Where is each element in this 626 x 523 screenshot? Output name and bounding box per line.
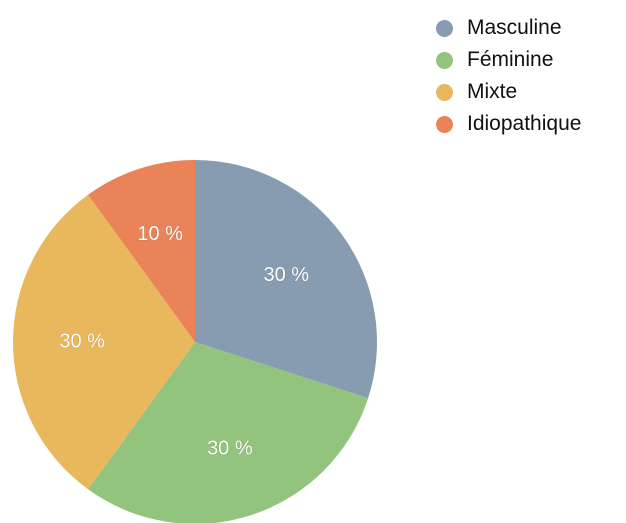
legend-item-mixte: Mixte (436, 76, 581, 108)
legend: Masculine Féminine Mixte Idiopathique (436, 12, 581, 140)
pie-slice-idiopathique (88, 160, 195, 342)
legend-swatch-masculine (436, 19, 453, 37)
slice-label-masculine: 30 % (263, 264, 309, 286)
legend-swatch-feminine (436, 51, 453, 69)
slice-label-mixte: 30 % (59, 330, 105, 352)
pie-slice-feminine (88, 342, 369, 523)
pie-slice-mixte (12, 194, 195, 490)
pie-slice-labels: 30 % 30 % 30 % 10 % (59, 223, 310, 460)
legend-item-feminine: Féminine (436, 44, 581, 76)
pie-slice-masculine (195, 160, 378, 399)
legend-swatch-idiopathique (436, 115, 453, 133)
legend-label-feminine: Féminine (467, 48, 554, 71)
slice-label-feminine: 30 % (207, 438, 253, 460)
legend-label-masculine: Masculine (467, 16, 562, 39)
legend-label-mixte: Mixte (467, 80, 518, 103)
pie-slices (12, 160, 378, 523)
legend-item-idiopathique: Idiopathique (436, 108, 581, 140)
legend-swatch-mixte (436, 83, 453, 101)
legend-item-masculine: Masculine (436, 12, 581, 44)
legend-label-idiopathique: Idiopathique (467, 112, 582, 135)
slice-label-idiopathique: 10 % (137, 223, 183, 245)
